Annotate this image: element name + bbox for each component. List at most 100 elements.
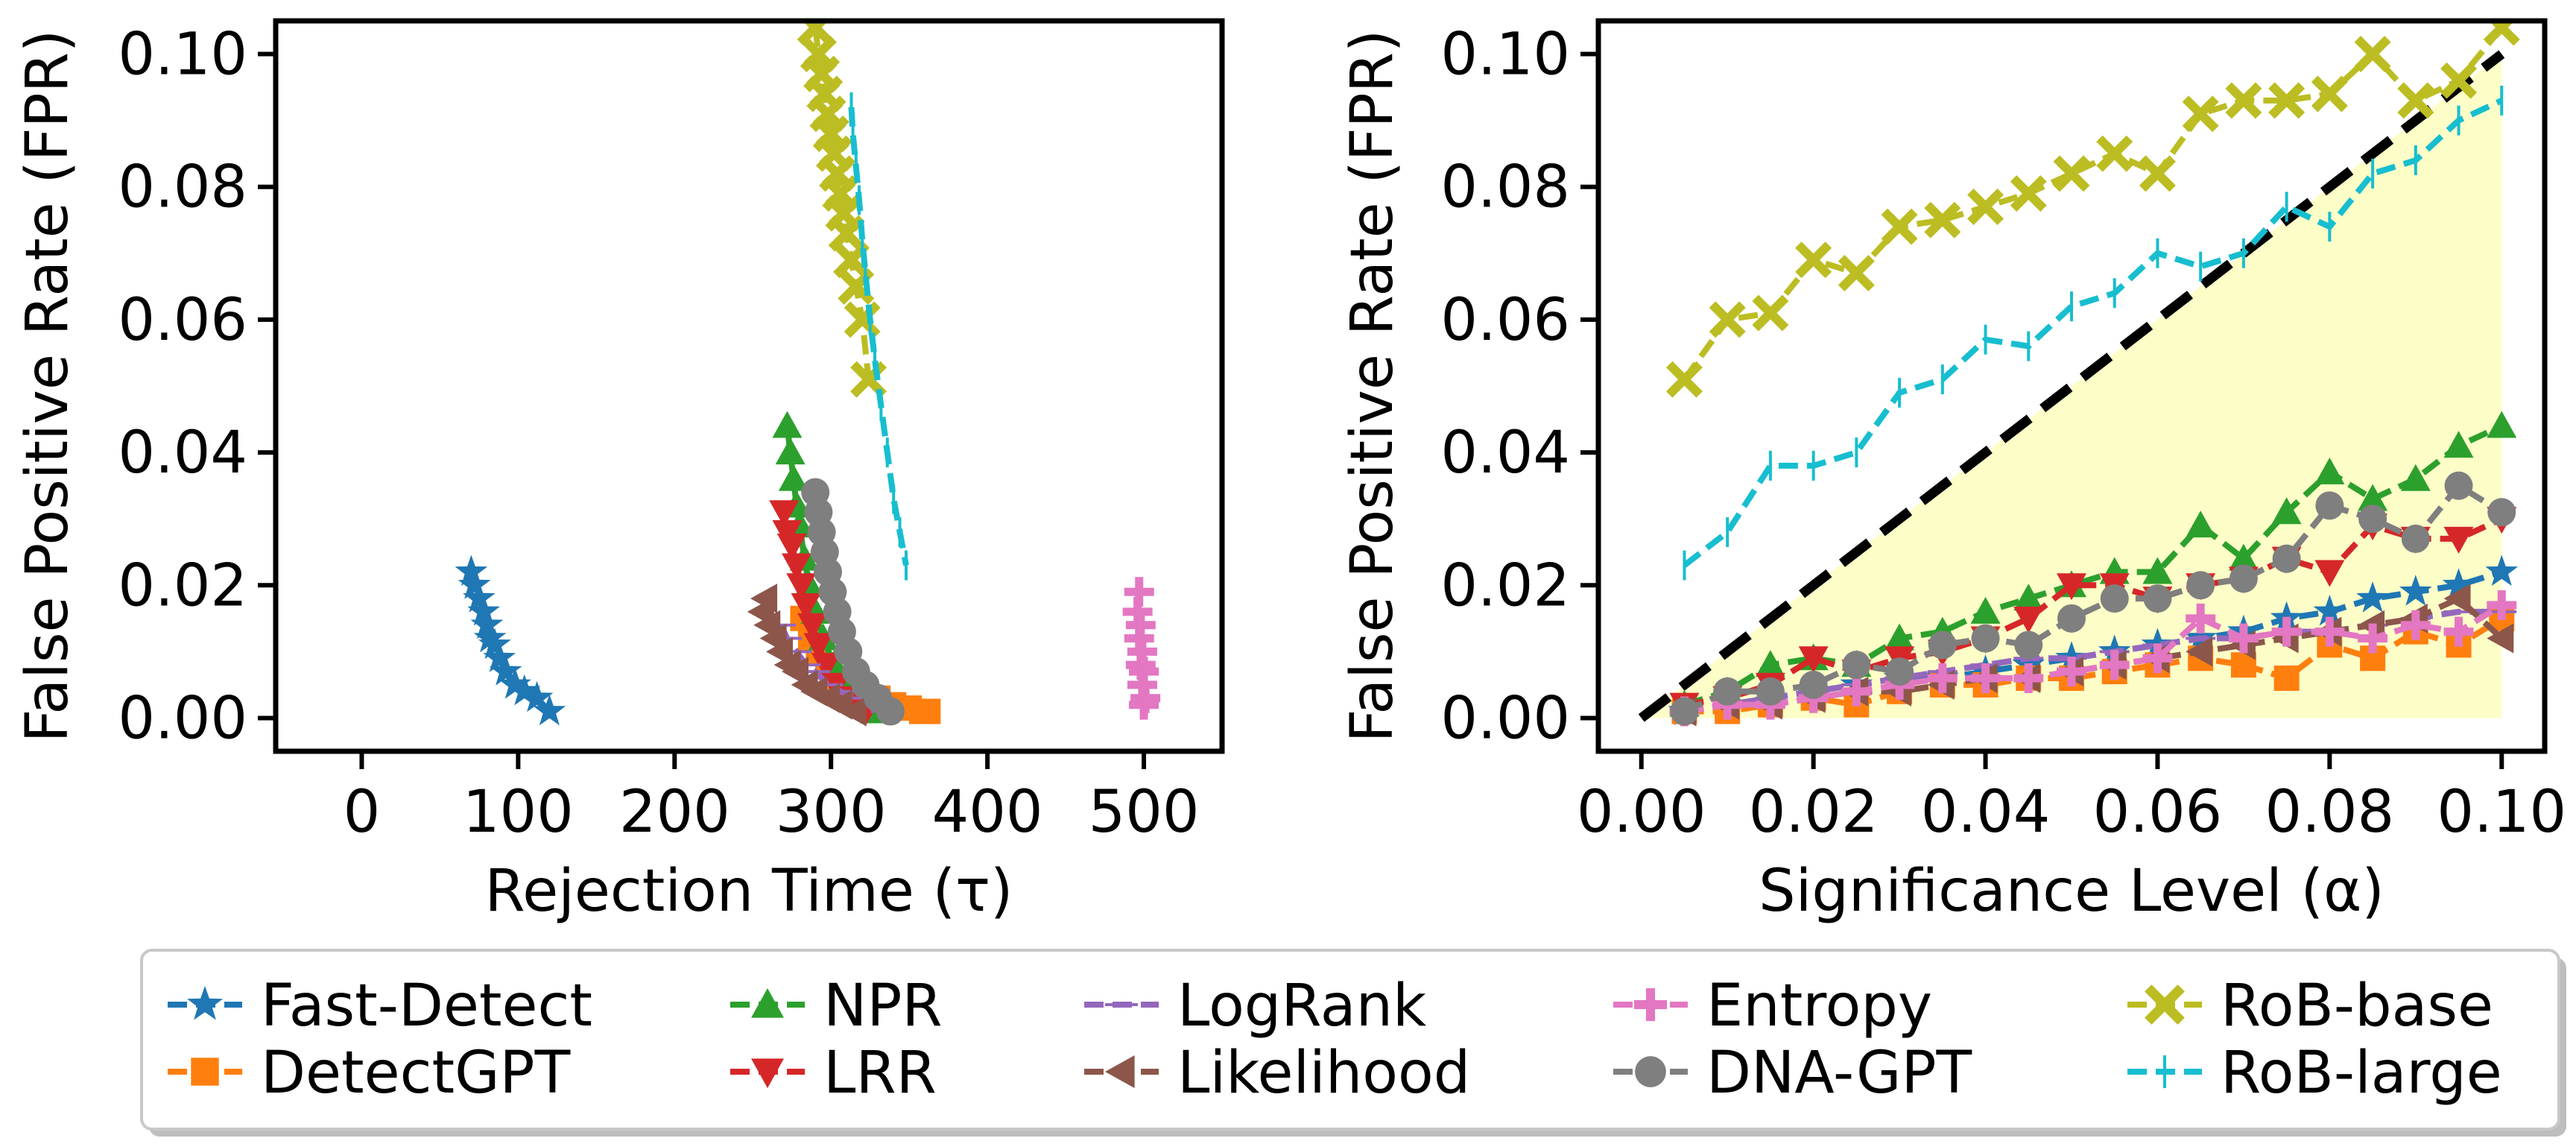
right-point-rob-base <box>1665 361 1703 398</box>
right-point-dna-gpt <box>2186 571 2215 600</box>
right-point-npr <box>2443 431 2474 458</box>
right-point-npr <box>2487 411 2517 438</box>
left-panel: 0 100 200 300 400 500 0.00 0.02 0.04 0.06 0.08 0.10… <box>14 18 1225 925</box>
legend-marker-fast-detect <box>186 985 224 1020</box>
right-series-rob-large <box>1683 85 2504 581</box>
left-point-lrr <box>791 593 821 620</box>
left-point-entropy <box>1129 689 1159 720</box>
right-point-dna-gpt <box>2100 584 2129 613</box>
right-point-rob-base <box>1967 188 2004 225</box>
right-point-entropy <box>2057 657 2086 687</box>
right-point-entropy <box>2400 610 2431 640</box>
right-line-detectgpt <box>1684 616 2504 715</box>
left-point-npr <box>778 464 808 491</box>
right-point-npr <box>1970 596 2001 624</box>
right-y-tick-label: 0.02 <box>1440 552 1570 619</box>
right-y-tick-label: 0.10 <box>1440 22 1570 89</box>
right-point-npr <box>1755 650 1785 677</box>
right-point-fast-detect <box>2313 594 2346 626</box>
left-x-tick-label: 200 <box>619 779 730 846</box>
left-series-dna-gpt <box>801 478 905 726</box>
right-series-rob-base <box>1665 21 2520 398</box>
right-point-dna-gpt <box>2057 604 2086 633</box>
right-point-lrr <box>2443 526 2474 554</box>
left-point-lrr <box>803 633 834 660</box>
right-point-rob-base <box>2268 82 2306 119</box>
left-point-fast-detect <box>473 621 507 653</box>
left-series-likelihood <box>747 584 867 727</box>
right-point-rob-base <box>1752 294 1789 332</box>
right-point-rob-base <box>2096 135 2133 172</box>
right-panel: 0.00 0.02 0.04 0.06 0.08 0.10 0.00 0.02 0.04 0.06… <box>1339 18 2566 925</box>
left-point-fast-detect <box>478 628 511 660</box>
right-point-rob-base <box>2225 82 2262 119</box>
left-x-tick-label: 0 <box>344 779 381 846</box>
left-series-fast-detect <box>455 554 566 726</box>
right-y-tick-label: 0.06 <box>1440 287 1570 354</box>
right-y-tick-label: 0.00 <box>1440 685 1570 752</box>
right-point-likelihood <box>2443 584 2471 614</box>
right-point-dna-gpt <box>2229 564 2258 593</box>
right-axes-frame <box>1595 18 2548 754</box>
right-y-axis-label: False Positive Rate (FPR) <box>1339 30 1406 743</box>
right-point-dna-gpt <box>1799 670 1828 699</box>
right-point-lrr <box>2314 560 2345 587</box>
left-y-tick-label: 0.10 <box>118 22 247 89</box>
left-x-tick-label: 100 <box>463 779 574 846</box>
legend-label-entropy: Entropy <box>1706 973 1932 1040</box>
right-point-dna-gpt <box>1842 651 1871 680</box>
left-point-fast-detect <box>467 594 501 626</box>
legend-label-detectgpt: DetectGPT <box>261 1040 571 1107</box>
left-point-entropy <box>1124 577 1154 607</box>
right-point-entropy <box>2186 603 2216 633</box>
right-point-detectgpt <box>2273 666 2300 691</box>
right-line-entropy <box>1683 602 2504 715</box>
legend-label-npr: NPR <box>823 973 943 1040</box>
left-y-tick-label: 0.00 <box>118 685 247 752</box>
legend-item-lrr: LRR <box>730 1040 937 1107</box>
legend-marker-npr <box>751 988 784 1018</box>
right-x-tick-label: 0.10 <box>2437 779 2566 846</box>
right-x-axis-label: Significance Level (α) <box>1759 858 2384 925</box>
right-point-npr <box>2314 457 2345 484</box>
right-point-dna-gpt <box>1971 624 2000 653</box>
right-point-dna-gpt <box>1756 677 1785 706</box>
left-axes-frame <box>273 18 1225 754</box>
left-y-tick-label: 0.04 <box>118 420 247 487</box>
right-point-npr <box>2400 464 2431 491</box>
left-x-tick-label: 500 <box>1089 779 1200 846</box>
legend-marker-lrr <box>751 1058 784 1088</box>
right-point-entropy <box>2142 643 2173 674</box>
right-point-entropy <box>2271 616 2302 647</box>
right-point-dna-gpt <box>2444 471 2473 500</box>
left-point-fast-detect <box>533 694 566 726</box>
right-line-lrr <box>1683 516 2503 708</box>
right-point-entropy <box>1927 663 1958 693</box>
left-point-rob-base <box>833 241 870 279</box>
right-point-dna-gpt <box>2401 524 2430 553</box>
right-point-fast-detect <box>2399 575 2432 606</box>
left-point-fast-detect <box>507 674 541 706</box>
right-point-rob-base <box>1881 208 1918 245</box>
right-point-npr <box>2271 497 2302 525</box>
right-point-lrr <box>2013 606 2044 633</box>
right-point-npr <box>2358 484 2388 511</box>
left-series-rob-large <box>848 92 909 581</box>
right-point-lrr <box>1798 646 1829 674</box>
right-point-rob-base <box>1924 201 1961 238</box>
right-x-tick-label: 0.06 <box>2093 779 2223 846</box>
right-point-dna-gpt <box>2272 544 2301 573</box>
right-plot-area <box>1638 21 2520 727</box>
legend-marker-detectgpt <box>191 1058 219 1086</box>
right-point-fast-detect <box>2356 581 2389 613</box>
right-point-entropy <box>1970 663 2001 693</box>
left-point-detectgpt <box>915 698 941 724</box>
right-x-tick-label: 0.00 <box>1577 779 1706 846</box>
right-point-dna-gpt <box>1928 631 1957 660</box>
left-point-fast-detect <box>463 581 496 613</box>
right-point-entropy <box>2443 616 2474 647</box>
left-point-fast-detect <box>499 667 531 699</box>
right-series-dna-gpt <box>1670 471 2516 726</box>
right-point-dna-gpt <box>2358 505 2387 534</box>
right-diagonal-reference-line <box>1638 50 2505 722</box>
